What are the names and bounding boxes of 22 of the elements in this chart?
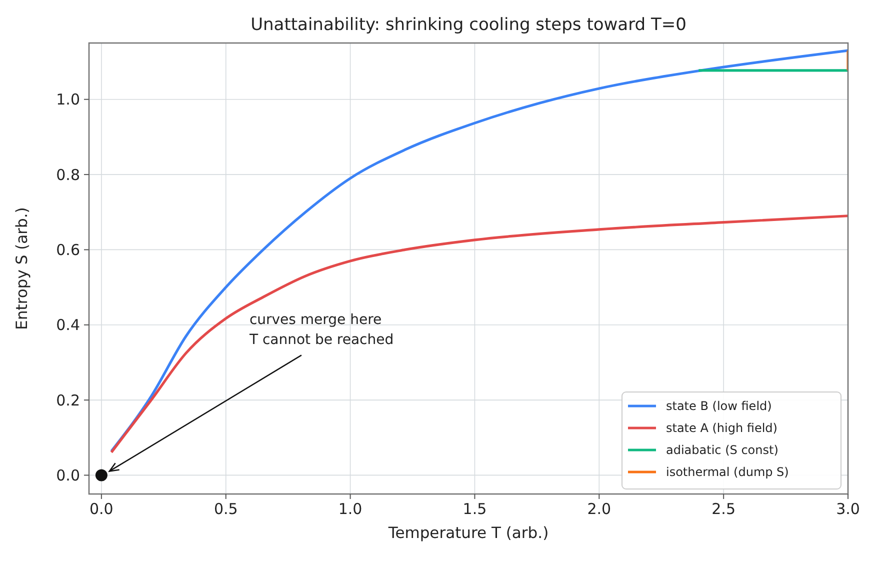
legend-label: adiabatic (S const) [666,443,778,458]
legend-label: state B (low field) [666,399,772,414]
x-tick-label: 0.0 [90,500,114,518]
x-tick-label: 2.5 [712,500,736,518]
chart-title: Unattainability: shrinking cooling steps toward T=0 [250,15,686,35]
y-tick-label: 0.2 [56,391,80,410]
legend-label: isothermal (dump S) [666,465,789,480]
y-tick-label: 0.8 [56,166,80,184]
x-tick-label: 1.0 [338,500,362,518]
x-tick-label: 2.0 [587,500,612,518]
legend-label: state A (high field) [666,421,778,436]
y-tick-label: 0.0 [56,466,80,484]
y-tick-label: 0.4 [56,316,80,334]
x-tick-label: 0.5 [214,500,238,518]
y-tick-label: 0.6 [56,240,80,259]
x-axis-title: Temperature T (arb.) [387,524,549,542]
y-axis-title: Entropy S (arb.) [13,207,31,330]
y-tick-label: 1.0 [56,90,80,109]
annotation: curves merge here T cannot be reached [248,312,394,348]
x-tick-label: 3.0 [836,500,860,518]
line-series [110,214,848,454]
x-tick-label: 1.5 [462,500,487,518]
